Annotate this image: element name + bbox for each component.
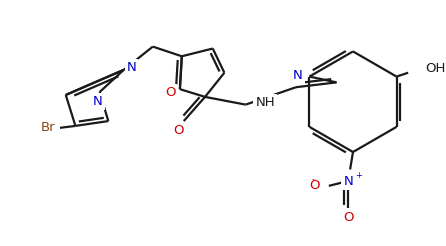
- Text: NH: NH: [255, 96, 275, 109]
- Text: N: N: [343, 174, 353, 187]
- Text: O: O: [173, 124, 184, 137]
- Text: O: O: [343, 211, 353, 224]
- Text: N: N: [293, 69, 303, 82]
- Text: O: O: [309, 179, 320, 192]
- Text: N: N: [93, 95, 103, 108]
- Text: Br: Br: [41, 121, 56, 134]
- Text: +: +: [355, 171, 362, 180]
- Text: N: N: [127, 61, 136, 74]
- Text: OH: OH: [425, 62, 446, 75]
- Text: -: -: [311, 176, 314, 184]
- Text: O: O: [165, 86, 175, 99]
